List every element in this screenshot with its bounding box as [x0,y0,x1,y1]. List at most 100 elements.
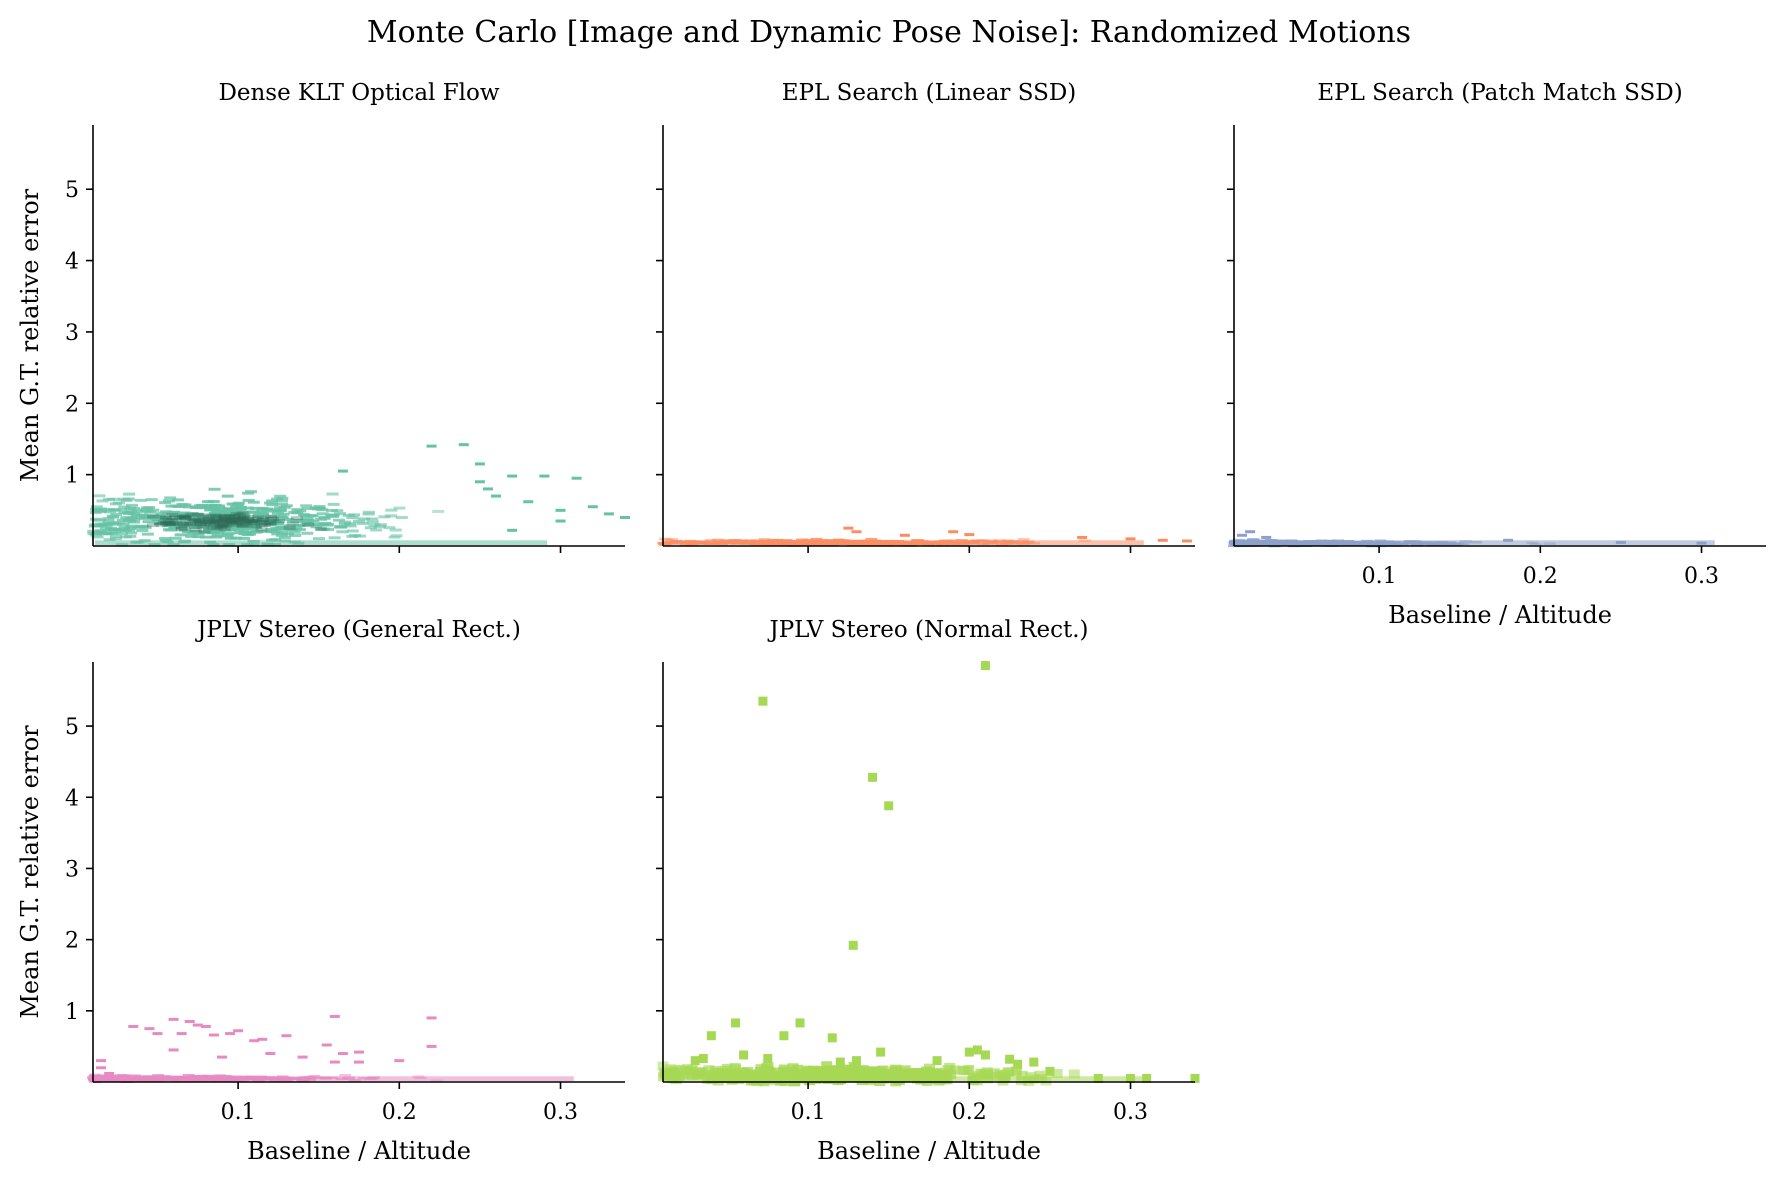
density-bin [175,524,188,528]
density-bin [791,1064,803,1074]
density-bin [709,1066,721,1076]
density-bin [281,517,294,521]
x-axis-label: Baseline / Altitude [817,1137,1041,1165]
data-point [827,1033,837,1043]
density-bin [274,515,287,519]
density-core-bin [177,514,190,519]
data-point [1261,535,1272,539]
density-bin [169,518,182,522]
density-core-bin [248,521,261,526]
panel-4: JPLV Stereo (General Rect.) 1 2 3 4 5 0.1 0.2 0.… [16,617,625,1165]
panel-5: JPLV Stereo (Normal Rect.) 0.1 0.2 0.3 Basel… [656,617,1200,1165]
data-point [899,533,910,537]
density-core-bin [314,526,327,531]
density-bin [1034,1070,1046,1080]
density-core-bin [219,519,232,524]
density-bin [120,516,133,520]
density-bin [143,510,156,514]
density-bin [159,510,172,514]
density-core-bin [188,519,201,524]
density-bin [301,531,314,535]
density-core-bin [224,518,237,523]
density-core-bin [174,515,187,520]
density-core-bin [243,519,256,524]
density-bin [988,1068,1000,1078]
density-bin [320,523,333,527]
density-bin [432,509,445,513]
density-core-bin [210,514,223,519]
y-tick-label: 4 [65,250,79,275]
density-bin [124,526,137,530]
density-bin [188,530,201,534]
density-bin [289,533,302,537]
density-bin [945,1070,957,1080]
density-core-bin [230,517,243,522]
data-point [426,1044,437,1048]
density-bin [143,514,156,518]
density-bin [136,528,149,532]
density-core-bin [237,515,250,520]
density-bin [162,499,175,503]
data-point [980,661,990,671]
density-bin [327,514,340,518]
density-bin [950,1065,962,1075]
density-core-bin [220,523,233,528]
data-point [144,1027,155,1031]
density-core-bin [226,519,239,524]
data-point [152,1032,163,1036]
density-core-bin [209,518,222,523]
density-core-bin [302,522,315,527]
y-axis-label: Mean G.T. relative error [16,725,44,1019]
density-core-bin [265,521,278,526]
data-point [964,533,975,537]
data-point [884,801,894,811]
density-bin [277,526,290,530]
density-bin [303,522,316,526]
density-core-bin [203,514,216,519]
x-axis-label: Baseline / Altitude [1388,601,1612,629]
density-bin [129,1074,142,1077]
density-bin [212,531,225,535]
density-bin [216,521,229,525]
density-bin [718,1070,730,1080]
data-point [265,1052,276,1056]
data-point [843,526,854,530]
density-core-bin [184,518,197,523]
density-bin [139,508,152,512]
density-bin [362,512,375,516]
x-tick-label: 0.2 [952,1100,987,1125]
data-point [354,1060,364,1064]
density-bin [237,529,250,533]
density-bin [385,508,398,512]
y-tick-label: 1 [65,1000,79,1025]
data-point [257,1037,268,1041]
data-layer [87,1015,574,1084]
data-point [507,528,518,532]
data-layer [657,661,1200,1087]
density-bin [729,1068,741,1078]
density-bin [274,494,287,498]
density-bin [181,515,194,519]
y-axis-label: Mean G.T. relative error [16,188,44,482]
panel-title: EPL Search (Patch Match SSD) [1317,80,1682,106]
density-core-bin [217,523,230,528]
data-point [555,519,566,523]
density-core-bin [190,523,203,528]
density-core-bin [162,518,175,523]
density-bin [252,513,265,517]
density-bin [170,522,183,526]
density-bin [285,528,298,532]
data-point [1029,1057,1039,1067]
data-point [329,1015,340,1019]
density-bin [274,506,287,510]
density-core-bin [254,519,267,524]
data-layer [1228,530,1715,548]
density-bin [184,1079,197,1083]
density-core-bin [210,526,223,531]
density-core-bin [230,512,243,517]
data-point [932,1056,942,1066]
density-bin [344,524,357,528]
data-point [225,1032,236,1036]
density-bin [383,526,396,530]
density-bin [131,515,144,519]
